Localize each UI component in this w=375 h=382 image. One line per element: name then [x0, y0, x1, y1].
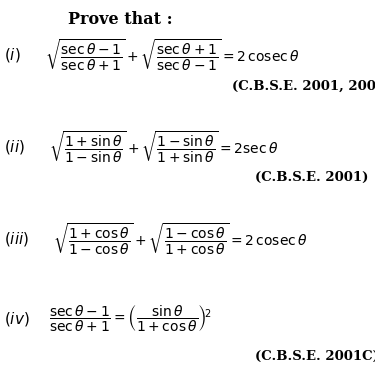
Text: $\dfrac{\sec\theta-1}{\sec\theta+1}=\left(\dfrac{\sin\theta}{1+\cos\theta}\right: $\dfrac{\sec\theta-1}{\sec\theta+1}=\lef… — [49, 304, 212, 334]
Text: $(iii)$: $(iii)$ — [4, 230, 29, 248]
Text: (C.B.S.E. 2001, 2006C): (C.B.S.E. 2001, 2006C) — [232, 79, 375, 92]
Text: $(iv)$: $(iv)$ — [4, 310, 30, 328]
Text: (C.B.S.E. 2001C): (C.B.S.E. 2001C) — [255, 350, 375, 363]
Text: $(i)$: $(i)$ — [4, 46, 21, 65]
Text: (C.B.S.E. 2001): (C.B.S.E. 2001) — [255, 171, 368, 184]
Text: $\sqrt{\dfrac{1+\sin\theta}{1-\sin\theta}}+\sqrt{\dfrac{1-\sin\theta}{1+\sin\the: $\sqrt{\dfrac{1+\sin\theta}{1-\sin\theta… — [49, 129, 278, 165]
Text: $\sqrt{\dfrac{1+\cos\theta}{1-\cos\theta}}+\sqrt{\dfrac{1-\cos\theta}{1+\cos\the: $\sqrt{\dfrac{1+\cos\theta}{1-\cos\theta… — [53, 221, 307, 257]
Text: $\sqrt{\dfrac{\sec\theta-1}{\sec\theta+1}}+\sqrt{\dfrac{\sec\theta+1}{\sec\theta: $\sqrt{\dfrac{\sec\theta-1}{\sec\theta+1… — [45, 37, 300, 73]
Text: Prove that :: Prove that : — [68, 11, 172, 29]
Text: $(ii)$: $(ii)$ — [4, 138, 25, 156]
